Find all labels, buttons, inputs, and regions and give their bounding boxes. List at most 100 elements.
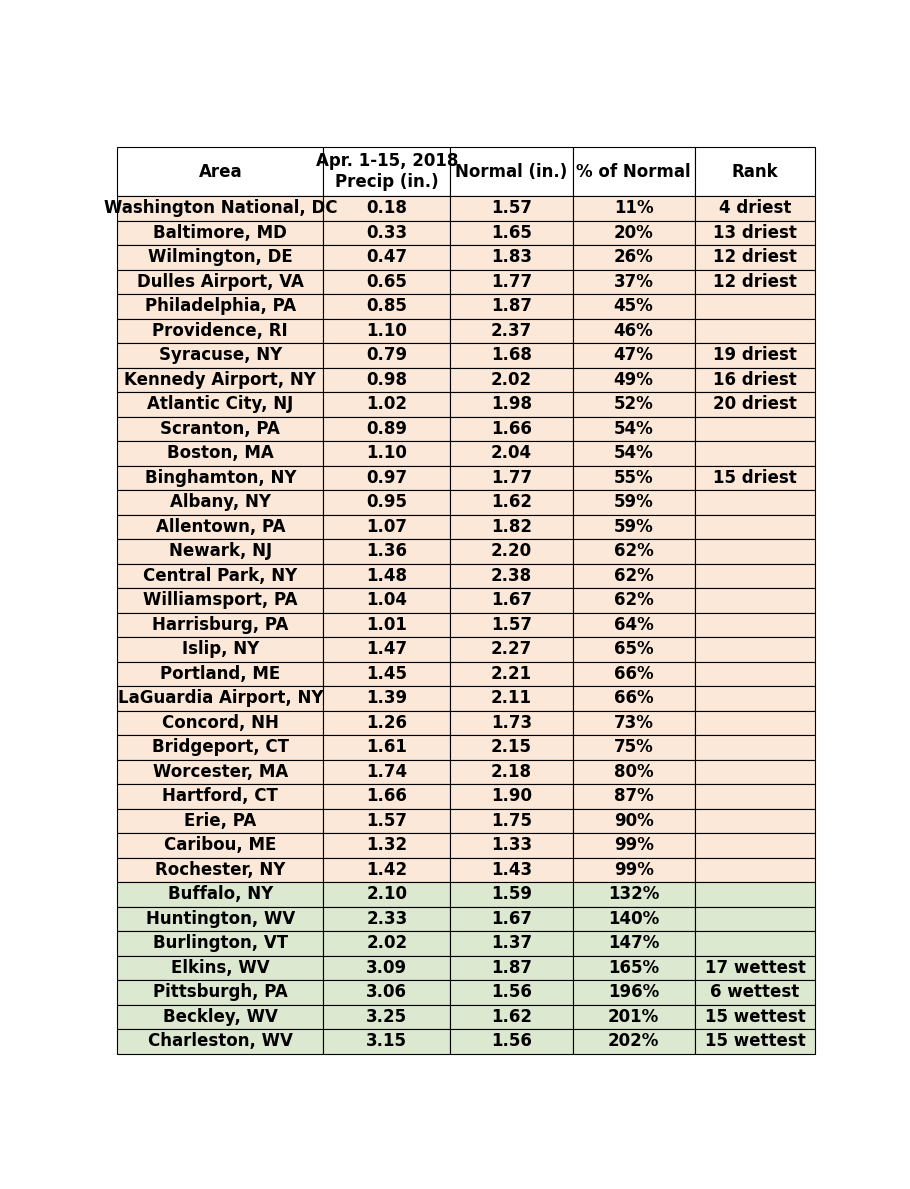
Bar	[572, 931, 694, 956]
Bar	[323, 221, 450, 245]
Text: 49%: 49%	[613, 371, 653, 389]
Bar	[450, 931, 572, 956]
Bar	[323, 589, 450, 612]
Bar	[572, 392, 694, 416]
Text: 1.62: 1.62	[490, 1008, 532, 1026]
Text: 1.59: 1.59	[490, 886, 532, 904]
Bar	[694, 785, 815, 809]
Bar	[323, 637, 450, 662]
Bar	[572, 857, 694, 882]
Bar	[694, 612, 815, 637]
Bar	[572, 809, 694, 833]
Text: Kennedy Airport, NY: Kennedy Airport, NY	[125, 371, 316, 389]
Bar	[694, 589, 815, 612]
Bar	[572, 1030, 694, 1053]
Bar	[117, 221, 323, 245]
Text: 1.90: 1.90	[490, 787, 532, 805]
Bar	[117, 416, 323, 441]
Text: Albany, NY: Albany, NY	[170, 493, 271, 511]
Bar	[117, 539, 323, 564]
Bar	[450, 686, 572, 711]
Bar	[450, 196, 572, 221]
Bar	[323, 612, 450, 637]
Bar	[572, 564, 694, 589]
Text: 1.10: 1.10	[367, 445, 407, 463]
Bar	[694, 564, 815, 589]
Bar	[323, 833, 450, 857]
Text: 1.68: 1.68	[491, 346, 531, 365]
Bar	[450, 809, 572, 833]
Bar	[450, 589, 572, 612]
Bar	[694, 344, 815, 367]
Bar	[117, 612, 323, 637]
Text: 0.89: 0.89	[367, 420, 408, 438]
Text: 3.09: 3.09	[366, 958, 408, 977]
Bar	[323, 662, 450, 686]
Bar	[694, 907, 815, 931]
Text: 59%: 59%	[613, 518, 653, 536]
Bar	[117, 711, 323, 735]
Text: 87%: 87%	[613, 787, 653, 805]
Text: 2.10: 2.10	[367, 886, 408, 904]
Text: 20 driest: 20 driest	[713, 396, 797, 414]
Bar	[323, 686, 450, 711]
Bar	[572, 367, 694, 392]
Bar	[323, 319, 450, 344]
Text: 2.33: 2.33	[366, 910, 408, 927]
Bar	[117, 589, 323, 612]
Text: 0.79: 0.79	[366, 346, 408, 365]
Bar	[572, 833, 694, 857]
Text: Philadelphia, PA: Philadelphia, PA	[145, 297, 296, 315]
Text: Charleston, WV: Charleston, WV	[147, 1032, 293, 1050]
Bar	[694, 809, 815, 833]
Bar	[117, 735, 323, 760]
Bar	[323, 809, 450, 833]
Bar	[450, 956, 572, 980]
Text: 0.18: 0.18	[367, 200, 407, 218]
Text: 15 wettest: 15 wettest	[704, 1032, 805, 1050]
Text: 196%: 196%	[608, 983, 659, 1001]
Text: Atlantic City, NJ: Atlantic City, NJ	[147, 396, 293, 414]
Bar	[694, 833, 815, 857]
Text: 1.62: 1.62	[490, 493, 532, 511]
Text: Caribou, ME: Caribou, ME	[164, 836, 277, 855]
Bar	[117, 833, 323, 857]
Text: 12 driest: 12 driest	[713, 273, 797, 291]
Bar	[694, 319, 815, 344]
Text: 26%: 26%	[613, 249, 653, 266]
Bar	[323, 270, 450, 294]
Bar	[323, 490, 450, 515]
Text: 140%: 140%	[608, 910, 659, 927]
Text: 16 driest: 16 driest	[713, 371, 797, 389]
Text: 0.95: 0.95	[367, 493, 408, 511]
Text: 52%: 52%	[613, 396, 653, 414]
Bar	[694, 221, 815, 245]
Bar	[694, 416, 815, 441]
Text: 2.18: 2.18	[490, 763, 532, 781]
Text: 73%: 73%	[613, 713, 653, 732]
Text: Providence, RI: Providence, RI	[153, 322, 288, 340]
Text: Rochester, NY: Rochester, NY	[155, 861, 286, 879]
Text: 1.47: 1.47	[366, 641, 408, 659]
Bar	[323, 441, 450, 466]
Text: 90%: 90%	[613, 812, 653, 830]
Text: 1.61: 1.61	[367, 738, 407, 756]
Text: 1.56: 1.56	[491, 1032, 531, 1050]
Text: Scranton, PA: Scranton, PA	[160, 420, 280, 438]
Bar	[323, 344, 450, 367]
Bar	[694, 956, 815, 980]
Text: 1.87: 1.87	[490, 958, 532, 977]
Bar	[572, 785, 694, 809]
Bar	[117, 344, 323, 367]
Text: 0.85: 0.85	[367, 297, 407, 315]
Text: 37%: 37%	[613, 273, 653, 291]
Text: Apr. 1-15, 2018
Precip (in.): Apr. 1-15, 2018 Precip (in.)	[316, 152, 458, 191]
Bar	[572, 760, 694, 785]
Text: Rank: Rank	[732, 163, 778, 181]
Text: 47%: 47%	[613, 346, 653, 365]
Bar	[694, 760, 815, 785]
Bar	[694, 515, 815, 539]
Bar	[450, 564, 572, 589]
Text: 12 driest: 12 driest	[713, 249, 797, 266]
Bar	[694, 882, 815, 907]
